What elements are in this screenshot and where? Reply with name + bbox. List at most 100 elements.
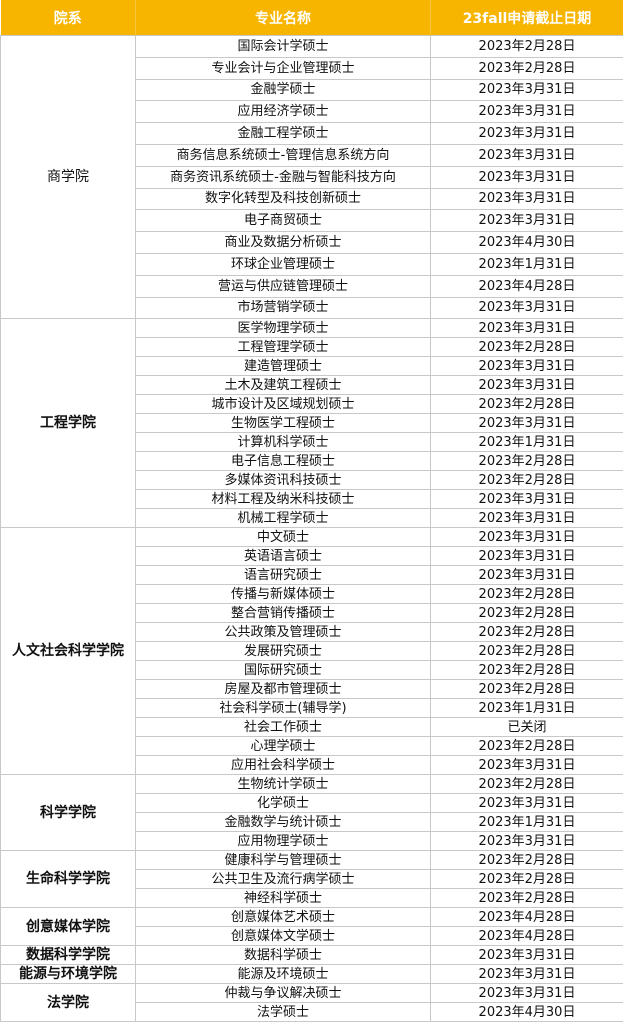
deadline-cell: 2023年3月31日 (430, 945, 623, 966)
deadline-cell: 2023年2月28日 (430, 584, 623, 605)
deadline-cell: 2023年3月31日 (430, 165, 623, 189)
deadline-cell: 2023年2月28日 (430, 660, 623, 681)
program-cell: 医学物理学硕士 (135, 318, 431, 339)
deadline-cell: 2023年3月31日 (430, 964, 623, 985)
deadline-cell: 2023年3月31日 (430, 755, 623, 776)
program-cell: 商务信息系统硕士-管理信息系统方向 (135, 143, 431, 167)
table-row: 法学硕士 2023年4月30日 (1, 1002, 623, 1022)
program-cell: 数字化转型及科技创新硕士 (135, 187, 431, 211)
program-cell: 材料工程及纳米科技硕士 (135, 489, 431, 510)
table-row: 神经科学硕士 2023年2月28日 (1, 888, 623, 909)
table-row: 营运与供应链管理硕士 2023年4月28日 (1, 274, 623, 298)
deadline-cell: 2023年4月30日 (430, 1002, 623, 1022)
table-row: 数据科学学院 数据科学硕士 2023年3月31日 (0, 945, 623, 966)
header-cell: 23fall申请截止日期 (430, 0, 623, 36)
program-cell: 应用经济学硕士 (135, 100, 431, 124)
table-row: 国际研究硕士 2023年2月28日 (1, 660, 623, 681)
program-cell: 城市设计及区域规划硕士 (135, 394, 431, 415)
program-cell: 社会科学硕士(辅导学) (135, 698, 431, 719)
deadline-cell: 2023年2月28日 (430, 641, 623, 662)
table-row: 发展研究硕士 2023年2月28日 (1, 641, 623, 662)
table-row: 金融学硕士 2023年3月31日 (1, 78, 623, 102)
department-cell: 数据科学学院 (0, 945, 136, 966)
table-row: 电子商贸硕士 2023年3月31日 (1, 209, 623, 233)
deadline-cell: 2023年3月31日 (430, 489, 623, 510)
program-cell: 语言研究硕士 (135, 565, 431, 586)
deadline-cell: 2023年3月31日 (430, 100, 623, 124)
table-row: 多媒体资讯科技硕士 2023年2月28日 (1, 470, 623, 491)
program-cell: 多媒体资讯科技硕士 (135, 470, 431, 491)
deadline-cell: 2023年1月31日 (430, 698, 623, 719)
table-row: 商业及数据分析硕士 2023年4月30日 (1, 231, 623, 254)
table-row: 应用社会科学硕士 2023年3月31日 (1, 755, 623, 776)
deadline-cell: 2023年2月28日 (430, 394, 623, 415)
table-row: 计算机科学硕士 2023年1月31日 (1, 432, 623, 453)
program-cell: 建造管理硕士 (135, 356, 431, 377)
program-cell: 国际会计学硕士 (135, 35, 431, 58)
program-cell: 能源及环境硕士 (135, 964, 431, 985)
deadline-cell: 2023年2月28日 (430, 56, 623, 80)
deadline-cell: 2023年2月28日 (430, 603, 623, 624)
program-cell: 国际研究硕士 (135, 660, 431, 681)
table-row: 电子信息工程硕士 2023年2月28日 (1, 451, 623, 472)
program-cell: 化学硕士 (135, 793, 431, 814)
deadline-cell: 2023年2月28日 (430, 679, 623, 700)
program-cell: 中文硕士 (135, 527, 431, 548)
deadline-cell: 2023年3月31日 (430, 122, 623, 145)
table-row: 专业会计与企业管理硕士 2023年2月28日 (1, 56, 623, 80)
table-row: 创意媒体学院 创意媒体艺术硕士 2023年4月28日 (0, 907, 623, 947)
deadline-cell: 2023年2月28日 (430, 470, 623, 491)
program-cell: 土木及建筑工程硕士 (135, 375, 431, 396)
table-row: 环球企业管理硕士 2023年1月31日 (1, 252, 623, 276)
program-cell: 计算机科学硕士 (135, 432, 431, 453)
program-cell: 社会工作硕士 (135, 717, 431, 738)
program-cell: 神经科学硕士 (135, 888, 431, 909)
program-cell: 法学硕士 (135, 1002, 431, 1022)
deadline-cell: 2023年1月31日 (430, 252, 623, 276)
program-cell: 电子商贸硕士 (135, 209, 431, 233)
table-row: 人文社会科学学院 中文硕士 2023年3月31日 (0, 527, 623, 776)
deadline-cell: 2023年3月31日 (430, 296, 623, 320)
deadline-cell: 2023年3月31日 (430, 78, 623, 102)
deadline-cell: 2023年3月31日 (430, 375, 623, 396)
deadline-cell: 2023年3月31日 (430, 209, 623, 233)
program-cell: 房屋及都市管理硕士 (135, 679, 431, 700)
table-row: 社会工作硕士 已关闭 (1, 717, 623, 738)
program-cell: 英语语言硕士 (135, 546, 431, 567)
header-row: 院系 专业名称 23fall申请截止日期 (0, 0, 623, 36)
deadline-cell: 2023年3月31日 (430, 356, 623, 377)
department-cell: 生命科学学院 (0, 850, 136, 909)
deadline-cell: 2023年3月31日 (430, 508, 623, 529)
table-body: 商学院 国际会计学硕士 2023年2月28日 专业会计与企业管理硕士 2023年2月28… (0, 34, 623, 1022)
program-cell: 金融工程学硕士 (135, 122, 431, 145)
deadline-cell: 2023年3月31日 (430, 565, 623, 586)
table-row: 机械工程学硕士 2023年3月31日 (1, 508, 623, 529)
table-row: 能源与环境学院 能源及环境硕士 2023年3月31日 (0, 964, 623, 985)
header-cell: 院系 (0, 0, 136, 36)
program-cell: 金融数学与统计硕士 (135, 812, 431, 833)
department-cell: 商学院 (0, 34, 136, 320)
deadline-cell: 2023年2月28日 (430, 888, 623, 909)
program-cell: 发展研究硕士 (135, 641, 431, 662)
table-row: 生命科学学院 健康科学与管理硕士 2023年2月28日 (0, 850, 623, 909)
table-row: 科学学院 生物统计学硕士 2023年2月28日 (0, 774, 623, 852)
department-cell: 创意媒体学院 (0, 907, 136, 947)
deadline-cell: 2023年3月31日 (430, 413, 623, 434)
program-cell: 公共卫生及流行病学硕士 (135, 869, 431, 890)
table-row: 数字化转型及科技创新硕士 2023年3月31日 (1, 187, 623, 211)
program-cell: 商业及数据分析硕士 (135, 231, 431, 254)
deadline-cell: 2023年2月28日 (430, 622, 623, 643)
table-row: 工程管理学硕士 2023年2月28日 (1, 337, 623, 358)
program-cell: 整合营销传播硕士 (135, 603, 431, 624)
deadline-cell: 2023年2月28日 (430, 736, 623, 757)
program-cell: 专业会计与企业管理硕士 (135, 56, 431, 80)
program-cell: 心理学硕士 (135, 736, 431, 757)
department-cell: 能源与环境学院 (0, 964, 136, 985)
deadline-cell: 2023年1月31日 (430, 432, 623, 453)
deadline-cell: 2023年3月31日 (430, 831, 623, 852)
program-cell: 创意媒体艺术硕士 (135, 907, 431, 928)
table-row: 应用经济学硕士 2023年3月31日 (1, 100, 623, 124)
department-cell: 人文社会科学学院 (0, 527, 136, 776)
